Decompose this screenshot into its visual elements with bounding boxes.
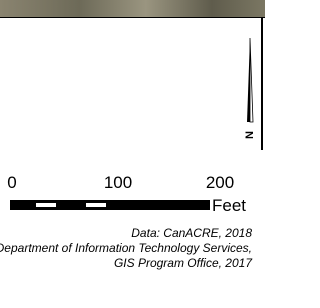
scale-tick: 100 [104, 173, 132, 192]
north-arrow-half [250, 38, 253, 122]
map-panel: N 0 100 200 Feet Data: CanACRE, 2018 Dep… [0, 0, 265, 308]
page: N 0 100 200 Feet Data: CanACRE, 2018 Dep… [0, 0, 265, 308]
scale-tick: 0 [7, 173, 16, 192]
north-arrow [247, 38, 250, 122]
aerial-imagery [0, 0, 265, 17]
credit-line: GIS Program Office, 2017 [114, 256, 253, 270]
scale-segment [36, 203, 56, 207]
scale-tick: 200 [206, 173, 234, 192]
credit-line: Data: CanACRE, 2018 [131, 226, 252, 240]
credit-line: Department of Information Technology Ser… [0, 241, 252, 255]
scale-segment [86, 203, 106, 207]
scale-unit: Feet [212, 196, 246, 215]
scale-bar [10, 200, 210, 210]
north-label: N [244, 131, 256, 139]
